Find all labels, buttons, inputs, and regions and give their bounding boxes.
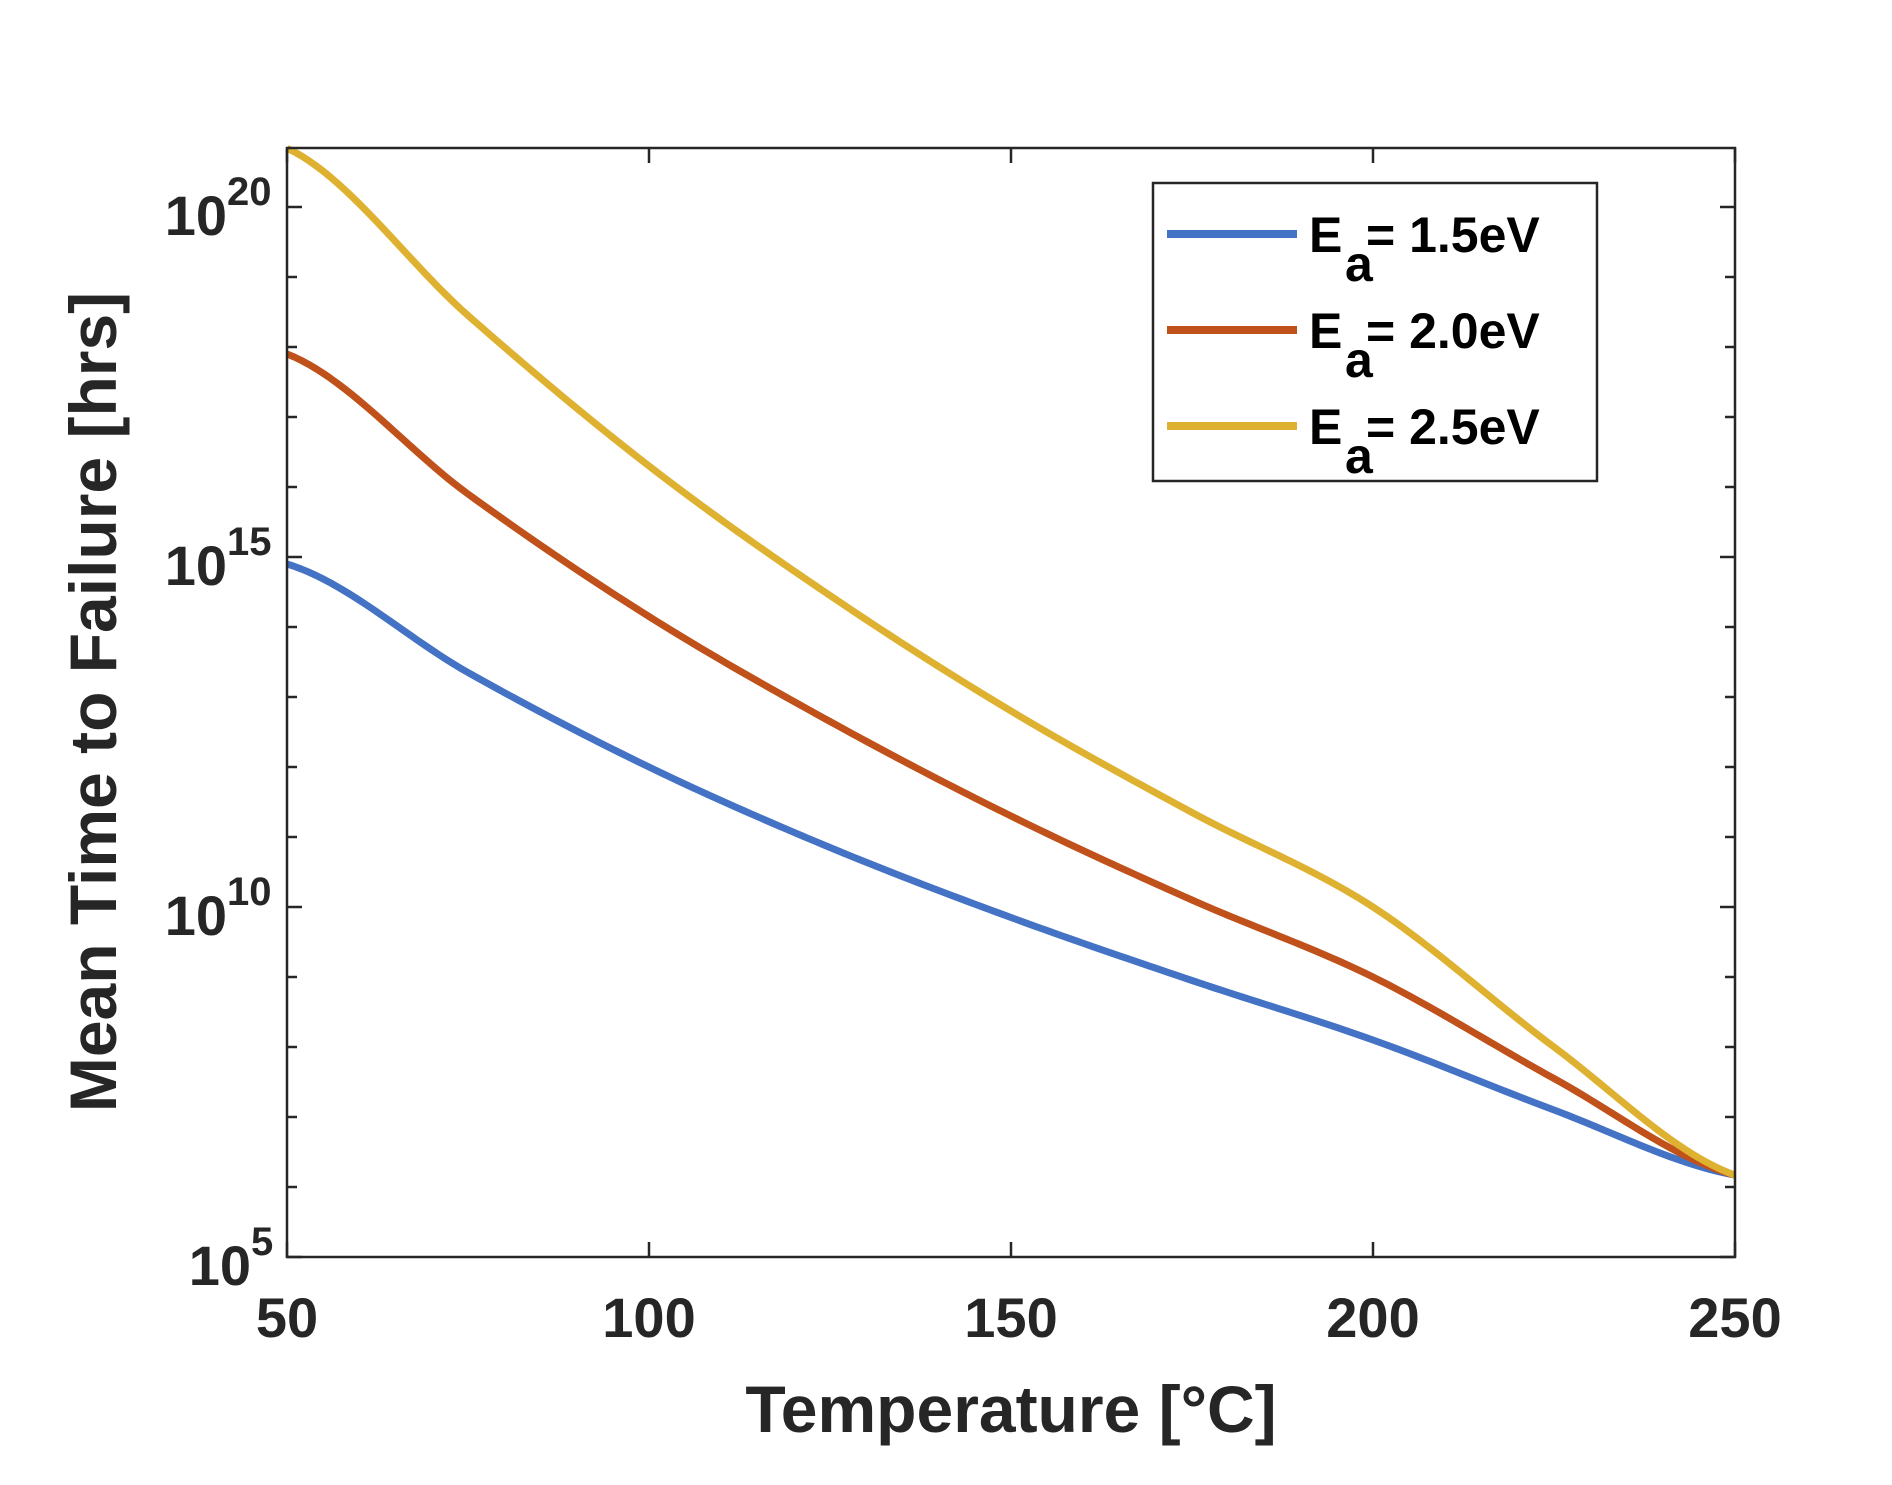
legend-label-rest: = 2.0eV: [1366, 303, 1540, 359]
y-tick-label-base: 10: [165, 884, 227, 947]
legend-label-main: E: [1309, 303, 1342, 359]
x-tick-label: 200: [1326, 1286, 1419, 1349]
legend-label-sub: a: [1345, 332, 1374, 388]
y-tick-label-base: 10: [165, 184, 227, 247]
y-tick-label-base: 10: [189, 1234, 251, 1297]
y-tick-label: 10 15: [165, 520, 272, 597]
legend-label-sub: a: [1345, 236, 1374, 292]
x-ticks: 50 100 150 200 250: [256, 148, 1782, 1349]
legend-entry: Ea = 2.0eV: [1167, 303, 1540, 388]
y-tick-label: 10 20: [165, 170, 272, 247]
legend-entry: Ea = 2.5eV: [1167, 399, 1540, 484]
series-line-1: [285, 560, 1736, 1179]
y-tick-label-exponent: 15: [227, 520, 272, 564]
y-tick-label: 10 10: [165, 870, 272, 947]
series-line-3: [285, 145, 1737, 1179]
legend-label-rest: = 1.5eV: [1366, 207, 1540, 263]
series-line-2: [285, 350, 1736, 1179]
legend-label-main: E: [1309, 207, 1342, 263]
legend-label-main: E: [1309, 399, 1342, 455]
x-tick-label: 50: [256, 1286, 318, 1349]
x-axis-label: Temperature [°C]: [745, 1372, 1276, 1446]
legend-label-sub: a: [1345, 428, 1374, 484]
y-tick-label-exponent: 10: [227, 870, 272, 914]
plot-lines: [285, 145, 1737, 1179]
legend-entry: Ea = 1.5eV: [1167, 207, 1540, 292]
y-tick-label-exponent: 5: [251, 1220, 273, 1264]
y-tick-label-exponent: 20: [227, 170, 272, 214]
y-tick-label-base: 10: [165, 534, 227, 597]
x-tick-label: 150: [964, 1286, 1057, 1349]
y-axis-label: Mean Time to Failure [hrs]: [56, 292, 130, 1112]
x-tick-label: 250: [1688, 1286, 1781, 1349]
x-tick-label: 100: [602, 1286, 695, 1349]
y-tick-label: 10 5: [189, 1220, 274, 1297]
legend-label-rest: = 2.5eV: [1366, 399, 1540, 455]
